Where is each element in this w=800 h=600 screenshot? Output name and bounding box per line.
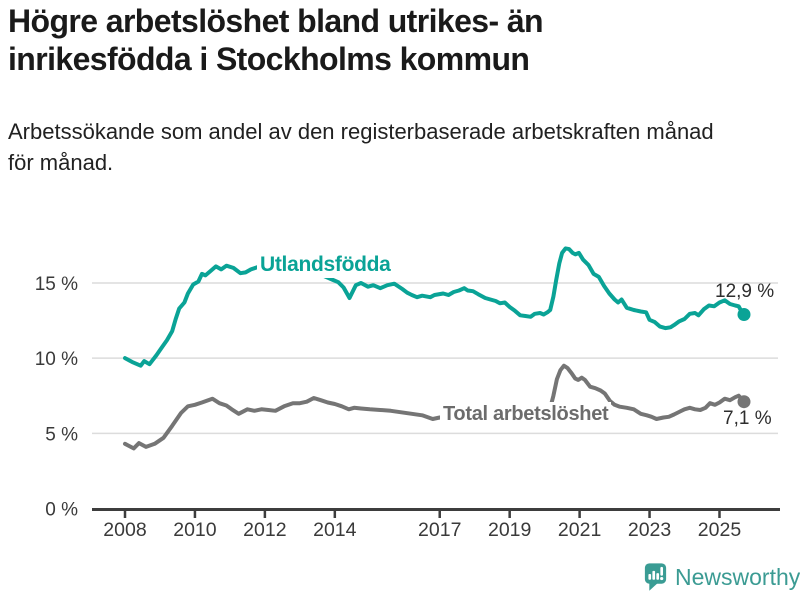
newsworthy-logo[interactable]: Newsworthy <box>644 562 800 593</box>
x-tick-label: 2008 <box>103 519 146 541</box>
chart-title: Högre arbetslöshet bland utrikes- än inr… <box>8 3 544 77</box>
y-tick-label: 5 % <box>45 424 78 445</box>
series-label-total-arbetsloshet: Total arbetslöshet <box>440 402 612 427</box>
series-endpoint-total <box>737 395 751 409</box>
x-tick-label: 2017 <box>418 519 461 541</box>
series-line-total <box>123 363 746 451</box>
end-value-utlandsfodda: 12,9 % <box>715 281 775 302</box>
x-axis: 2008 2010 2012 2014 2017 2019 2021 2023 2025 <box>92 508 780 541</box>
end-value-total: 7,1 % <box>723 408 772 429</box>
x-tick-label: 2010 <box>173 519 217 541</box>
y-tick-label: 15 % <box>35 274 78 295</box>
x-tick-label: 2019 <box>488 519 531 541</box>
chart-subtitle: Arbetssökande som andel av den registerb… <box>8 119 714 175</box>
x-tick-label: 2014 <box>313 519 357 541</box>
x-tick-label: 2023 <box>628 519 671 541</box>
newsworthy-wordmark: Newsworthy <box>675 564 800 590</box>
y-tick-label: 0 % <box>45 500 78 521</box>
y-tick-label: 10 % <box>35 349 78 370</box>
series-label-utlandsfodda: Utlandsfödda <box>257 252 394 278</box>
newsworthy-icon <box>644 563 667 591</box>
series-endpoint-utlandsfodda <box>737 308 751 321</box>
x-tick-label: 2012 <box>243 519 286 541</box>
series-lines <box>123 246 751 451</box>
x-tick-label: 2021 <box>558 519 601 541</box>
x-tick-label: 2025 <box>698 519 742 541</box>
gridlines: 0 % 5 % 10 % 15 % <box>35 274 778 521</box>
series-line-utlandsfodda <box>123 246 746 368</box>
